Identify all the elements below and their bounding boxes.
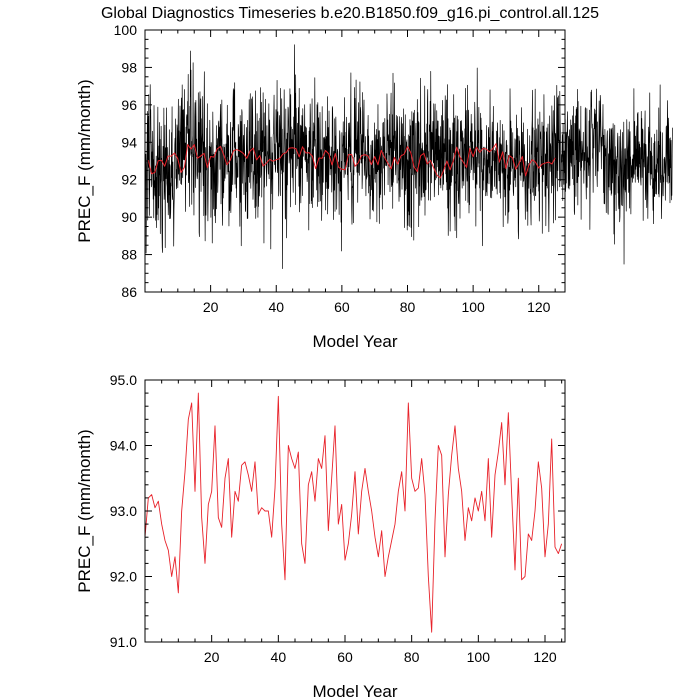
x-tick-label: 60 <box>337 649 353 665</box>
x-tick-label: 20 <box>204 649 220 665</box>
x-tick-label: 40 <box>271 649 287 665</box>
y-tick-label: 100 <box>114 22 138 38</box>
y-tick-label: 96 <box>121 97 137 113</box>
figure-title: Global Diagnostics Timeseries b.e20.B185… <box>101 5 599 22</box>
annual-mean-series-line <box>147 143 556 179</box>
y-tick-label: 88 <box>121 247 137 263</box>
x-tick-label: 120 <box>527 299 551 315</box>
top-x-axis-label: Model Year <box>312 332 397 351</box>
y-tick-label: 92.0 <box>110 569 137 585</box>
x-tick-label: 60 <box>334 299 350 315</box>
x-tick-label: 80 <box>400 299 416 315</box>
y-tick-label: 94.0 <box>110 438 137 454</box>
annual-mean-series-line-bottom <box>144 392 563 633</box>
x-tick-label: 80 <box>404 649 420 665</box>
y-tick-label: 91.0 <box>110 634 137 650</box>
monthly-series-line <box>144 44 673 269</box>
y-tick-label: 86 <box>121 284 137 300</box>
bottom-y-axis-label: PREC_F (mm/month) <box>75 429 94 592</box>
y-tick-label: 92 <box>121 172 137 188</box>
y-tick-label: 90 <box>121 209 137 225</box>
x-tick-label: 100 <box>461 299 485 315</box>
y-tick-label: 98 <box>121 59 137 75</box>
top-y-axis-label: PREC_F (mm/month) <box>75 79 94 242</box>
panel-bottom-chart: 20 40 60 80 100 120 91.0 92.0 93.0 94.0 95.0 Model… <box>75 372 566 700</box>
panel-top-chart: 20 40 60 80 100 120 86 88 90 92 94 96 98 100 Model Ye… <box>75 22 673 351</box>
x-tick-label: 40 <box>268 299 284 315</box>
y-tick-label: 95.0 <box>110 372 137 388</box>
bottom-x-axis-label: Model Year <box>312 682 397 700</box>
x-tick-label: 20 <box>203 299 219 315</box>
y-tick-label: 94 <box>121 134 137 150</box>
x-tick-label: 100 <box>467 649 491 665</box>
x-tick-label: 120 <box>533 649 557 665</box>
y-tick-label: 93.0 <box>110 503 137 519</box>
